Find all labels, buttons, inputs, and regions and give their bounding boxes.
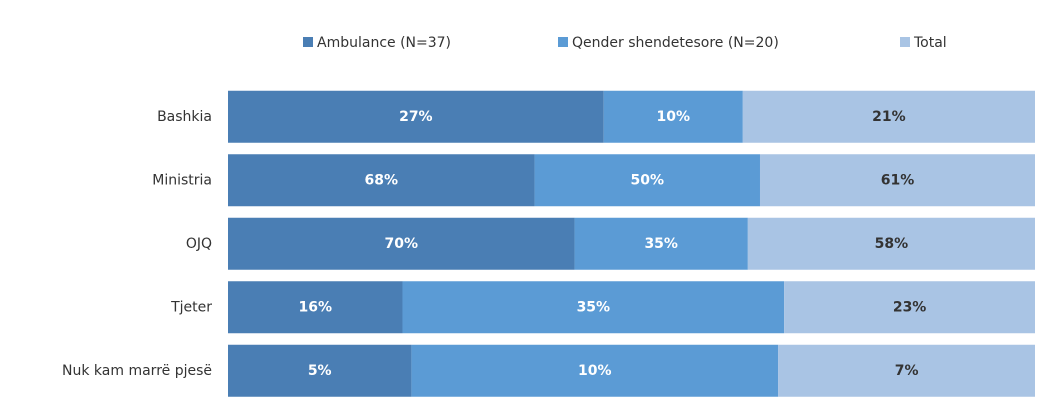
category-label: Bashkia bbox=[157, 109, 212, 125]
legend-label: Total bbox=[913, 35, 947, 51]
value-label: 35% bbox=[644, 236, 678, 252]
value-label: 7% bbox=[895, 363, 919, 379]
value-label: 68% bbox=[365, 172, 399, 188]
bar-segment bbox=[778, 344, 1035, 397]
bar-segment bbox=[784, 281, 1035, 334]
value-label: 27% bbox=[399, 109, 433, 125]
bar-segment bbox=[402, 281, 785, 334]
value-label: 70% bbox=[385, 236, 419, 252]
value-label: 35% bbox=[577, 299, 611, 315]
legend-swatch bbox=[900, 37, 910, 47]
legend-swatch bbox=[558, 37, 568, 47]
bar-segment bbox=[411, 344, 779, 397]
value-label: 21% bbox=[872, 109, 906, 125]
bar-segment bbox=[228, 344, 412, 397]
bar-segment bbox=[228, 281, 403, 334]
category-label: OJQ bbox=[186, 236, 212, 252]
value-label: 50% bbox=[631, 172, 665, 188]
value-label: 16% bbox=[298, 299, 332, 315]
value-label: 23% bbox=[893, 299, 927, 315]
category-label: Tjeter bbox=[170, 299, 212, 315]
value-label: 10% bbox=[578, 363, 612, 379]
bar-segment bbox=[534, 154, 760, 207]
value-label: 58% bbox=[875, 236, 909, 252]
category-label: Nuk kam marrë pjesë bbox=[62, 363, 212, 379]
legend-label: Qender shendetesore (N=20) bbox=[572, 35, 779, 51]
category-label: Ministria bbox=[152, 172, 212, 188]
value-label: 10% bbox=[656, 109, 690, 125]
bar-segment bbox=[228, 217, 575, 270]
value-label: 5% bbox=[308, 363, 332, 379]
bar-segment bbox=[228, 154, 535, 207]
bar-segment bbox=[574, 217, 748, 270]
bar-segment bbox=[747, 217, 1035, 270]
legend-swatch bbox=[303, 37, 313, 47]
value-label: 61% bbox=[881, 172, 915, 188]
legend-label: Ambulance (N=37) bbox=[317, 35, 451, 51]
bar-segment bbox=[603, 90, 743, 143]
bar-segment bbox=[742, 90, 1035, 143]
bar-segment bbox=[759, 154, 1035, 207]
bar-segment bbox=[228, 90, 604, 143]
